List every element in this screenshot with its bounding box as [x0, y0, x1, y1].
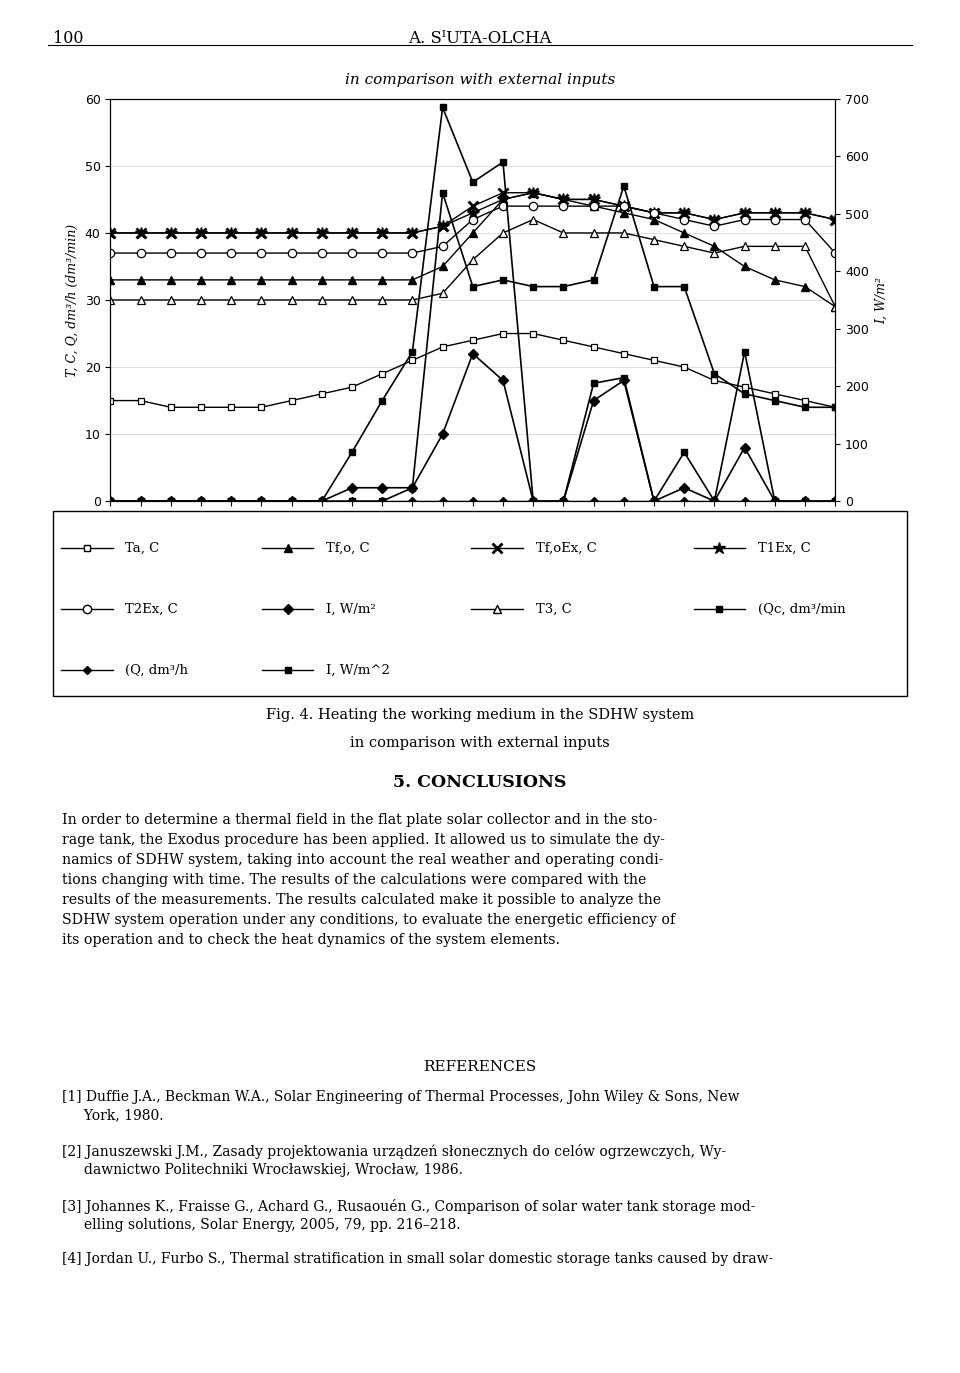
Text: 5. CONCLUSIONS: 5. CONCLUSIONS — [394, 774, 566, 791]
Text: I, W/m²: I, W/m² — [326, 603, 376, 615]
Text: I, W/m^2: I, W/m^2 — [326, 663, 390, 677]
Text: in comparison with external inputs: in comparison with external inputs — [345, 73, 615, 86]
Text: [3] Johannes K., Fraisse G., Achard G., Rusaouén G., Comparison of solar water t: [3] Johannes K., Fraisse G., Achard G., … — [62, 1199, 756, 1232]
Text: T1Ex, C: T1Ex, C — [757, 541, 810, 555]
Text: [4] Jordan U., Furbo S., Thermal stratification in small solar domestic storage : [4] Jordan U., Furbo S., Thermal stratif… — [62, 1252, 774, 1266]
Text: 100: 100 — [53, 30, 84, 47]
Text: (Qc, dm³/min: (Qc, dm³/min — [757, 603, 846, 615]
Text: Fig. 4. Heating the working medium in the SDHW system: Fig. 4. Heating the working medium in th… — [266, 708, 694, 722]
X-axis label: Time (hours): Time (hours) — [428, 530, 517, 544]
Text: In order to determine a thermal field in the flat plate solar collector and in t: In order to determine a thermal field in… — [62, 813, 676, 947]
Text: [2] Januszewski J.M., Zasady projektowania urządzeń słonecznych do celów ogrzewc: [2] Januszewski J.M., Zasady projektowan… — [62, 1144, 727, 1177]
Text: T2Ex, C: T2Ex, C — [126, 603, 179, 615]
Text: A. SᴵUTA-OLCHA: A. SᴵUTA-OLCHA — [408, 29, 552, 47]
Text: in comparison with external inputs: in comparison with external inputs — [350, 736, 610, 750]
Text: Tf,o, C: Tf,o, C — [326, 541, 370, 555]
Text: T3, C: T3, C — [536, 603, 571, 615]
Text: (Q, dm³/h: (Q, dm³/h — [126, 663, 188, 677]
Y-axis label: T, C, Q, dm³/h (dm³/min): T, C, Q, dm³/h (dm³/min) — [66, 224, 79, 376]
Text: REFERENCES: REFERENCES — [423, 1060, 537, 1074]
Text: Tf,oEx, C: Tf,oEx, C — [536, 541, 596, 555]
Text: Ta, C: Ta, C — [126, 541, 159, 555]
Text: [1] Duffie J.A., Beckman W.A., Solar Engineering of Thermal Processes, John Wile: [1] Duffie J.A., Beckman W.A., Solar Eng… — [62, 1090, 740, 1123]
Y-axis label: I, W/m²: I, W/m² — [875, 276, 887, 324]
